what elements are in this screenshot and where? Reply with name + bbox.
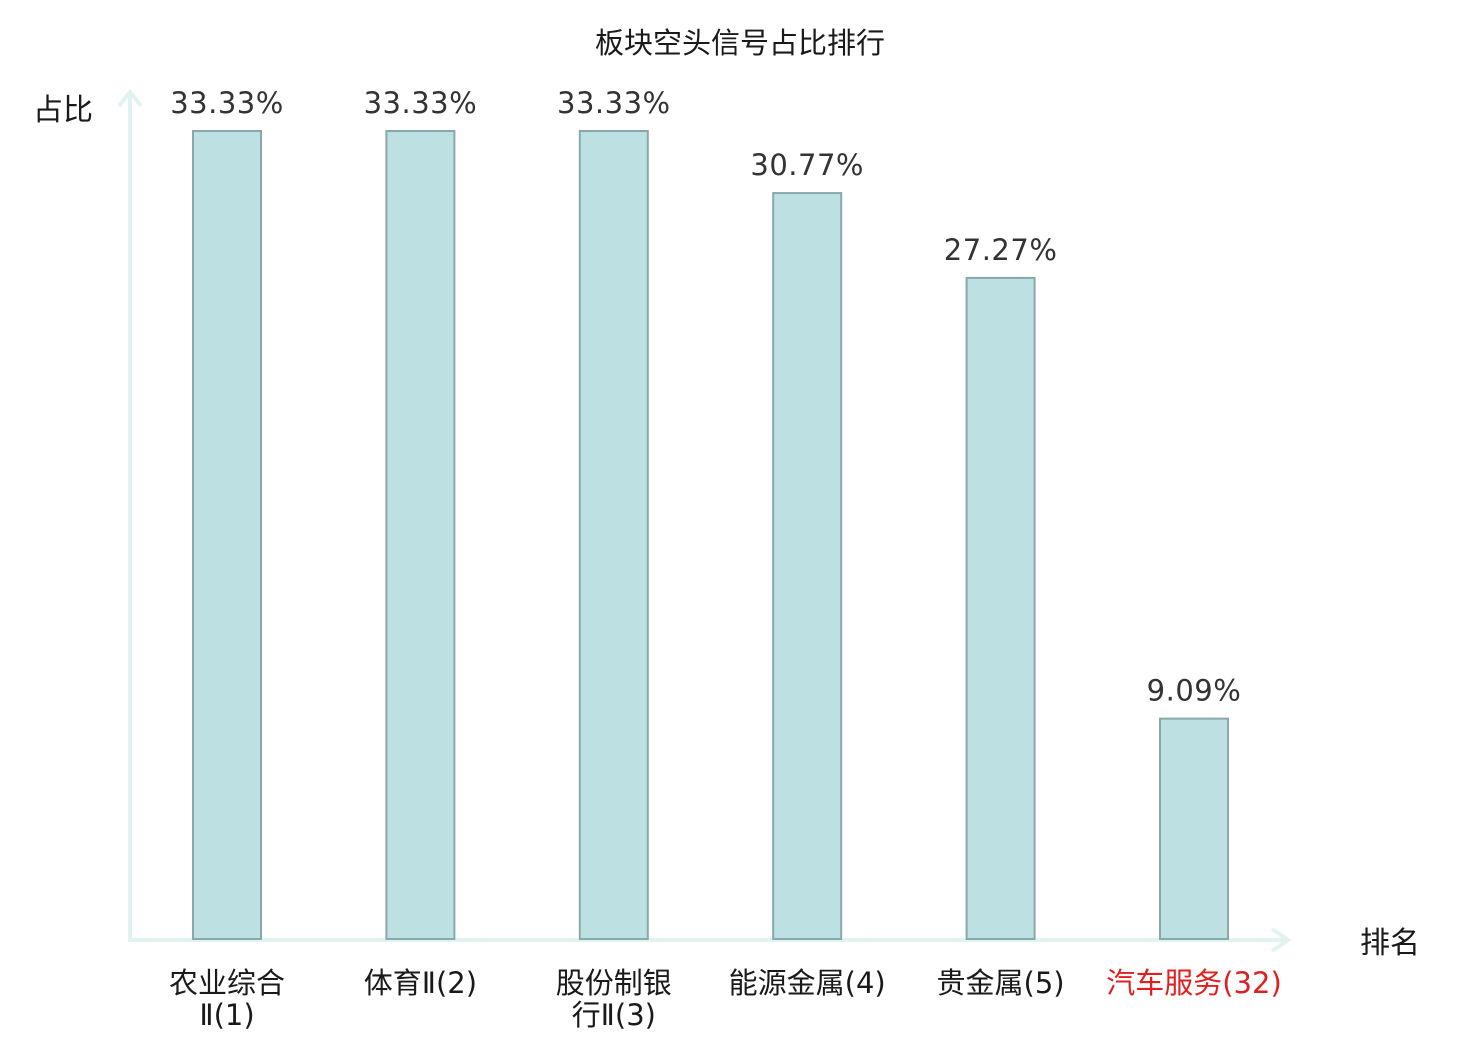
- data-label: 27.27%: [944, 233, 1058, 267]
- data-label: 33.33%: [557, 86, 671, 120]
- y-axis-arrow: [117, 88, 143, 108]
- x-tick-label: 贵金属(5): [937, 966, 1065, 1000]
- value-labels-group: 33.33% 33.33% 33.33% 30.77% 27.27% 9.09%: [170, 86, 1241, 708]
- bar: [385, 130, 456, 940]
- data-label: 30.77%: [750, 148, 864, 182]
- data-label: 33.33%: [170, 86, 284, 120]
- data-label: 33.33%: [364, 86, 478, 120]
- y-axis-label: 占比: [33, 93, 93, 128]
- bar: [772, 192, 843, 940]
- bar: [1159, 717, 1229, 940]
- data-label: 9.09%: [1147, 674, 1242, 708]
- x-axis-arrow: [1270, 927, 1292, 953]
- bars-group: [192, 130, 1229, 940]
- x-tick-label: 体育Ⅱ(2): [364, 966, 477, 1000]
- x-tick-label: 农业综合: [169, 966, 285, 1000]
- bar: [192, 130, 262, 940]
- bar: [578, 130, 649, 940]
- axes: [117, 88, 1292, 953]
- bar: [965, 276, 1036, 940]
- x-axis-label: 排名: [1360, 926, 1420, 961]
- x-tick-label: 能源金属(4): [729, 966, 886, 1000]
- x-tick-label: 行Ⅱ(3): [572, 998, 656, 1032]
- x-tick-label: Ⅱ(1): [199, 998, 254, 1032]
- chart-title: 板块空头信号占比排行: [595, 26, 885, 60]
- x-tick-label: 股份制银: [556, 966, 672, 1000]
- x-tick-label: 汽车服务(32): [1106, 966, 1282, 1000]
